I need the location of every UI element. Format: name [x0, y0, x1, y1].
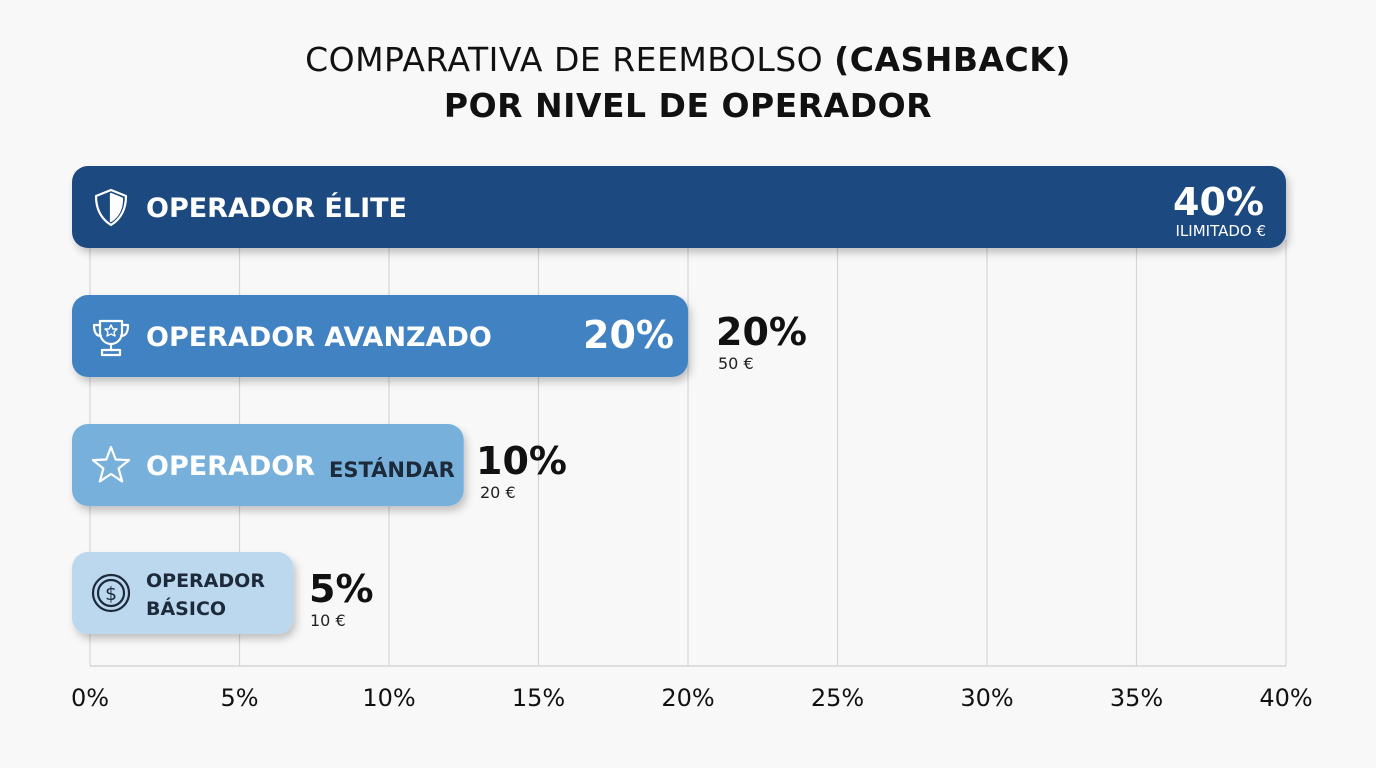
- bar-label-part-2: ESTÁNDAR: [329, 457, 455, 482]
- trophy-star: [104, 324, 118, 337]
- bar-group: OPERADOR ÉLITE 40%ILIMITADO €: [72, 166, 1286, 248]
- shield-icon: [94, 188, 128, 227]
- trophy-base: [100, 348, 122, 357]
- bar-inner-value-label: 20%: [583, 313, 674, 357]
- dollar-coin-icon: $: [91, 573, 131, 613]
- bar: [72, 552, 294, 634]
- x-tick-label: 40%: [1259, 684, 1312, 712]
- x-tick-label: 0%: [71, 684, 109, 712]
- bar-label-line-1: OPERADOR: [146, 570, 265, 592]
- x-tick-label: 20%: [661, 684, 714, 712]
- bar-label: OPERADOR AVANZADO: [146, 322, 492, 353]
- x-tick-label: 25%: [811, 684, 864, 712]
- bar-value-label: 20%: [716, 310, 807, 354]
- x-tick-label: 30%: [960, 684, 1013, 712]
- bar-value-label: 40%: [1173, 180, 1264, 224]
- bar-label-line-2: BÁSICO: [146, 597, 226, 620]
- bar-amount-label: ILIMITADO €: [1176, 222, 1267, 240]
- bar-value-label: 10%: [476, 439, 567, 483]
- bar-amount-label: 50 €: [718, 354, 754, 373]
- bar-value-label: 5%: [309, 567, 374, 611]
- trophy-handle-right: [119, 323, 130, 338]
- trophy-icon: [92, 319, 130, 357]
- bar-label-part-1: OPERADOR: [146, 451, 315, 482]
- shield-fill: [109, 192, 124, 223]
- bar-group: OPERADOR AVANZADO 20% 20%50 €: [72, 295, 807, 377]
- dollar-sign: $: [105, 583, 117, 605]
- coin-outer-ring: [91, 573, 131, 613]
- coin-inner-ring: [96, 578, 126, 608]
- bar-amount-label: 10 €: [310, 611, 346, 630]
- bar-label: OPERADOR ÉLITE: [146, 192, 407, 224]
- chart-title-part-1: COMPARATIVA DE REEMBOLSO: [305, 40, 824, 79]
- chart-title-line-1: COMPARATIVA DE REEMBOLSO (CASHBACK): [0, 40, 1376, 79]
- bar-group: $ OPERADOR BÁSICO 5%10 €: [72, 552, 374, 634]
- star-outline: [91, 445, 131, 483]
- chart-title-line-2: POR NIVEL DE OPERADOR: [443, 86, 933, 125]
- x-tick-label: 35%: [1110, 684, 1163, 712]
- x-tick-label: 10%: [362, 684, 415, 712]
- star-icon: [91, 445, 131, 483]
- x-tick-label: 5%: [220, 684, 258, 712]
- x-tick-label: 15%: [512, 684, 565, 712]
- bar: [72, 295, 688, 377]
- bar-group: OPERADOR ESTÁNDAR 10%20 €: [72, 424, 567, 506]
- chart-title-part-2: (CASHBACK): [834, 40, 1071, 79]
- bar: [72, 166, 1286, 248]
- bar: [72, 424, 464, 506]
- bar-amount-label: 20 €: [480, 483, 516, 502]
- shield-outline: [94, 188, 128, 227]
- trophy-handle-left: [92, 323, 103, 338]
